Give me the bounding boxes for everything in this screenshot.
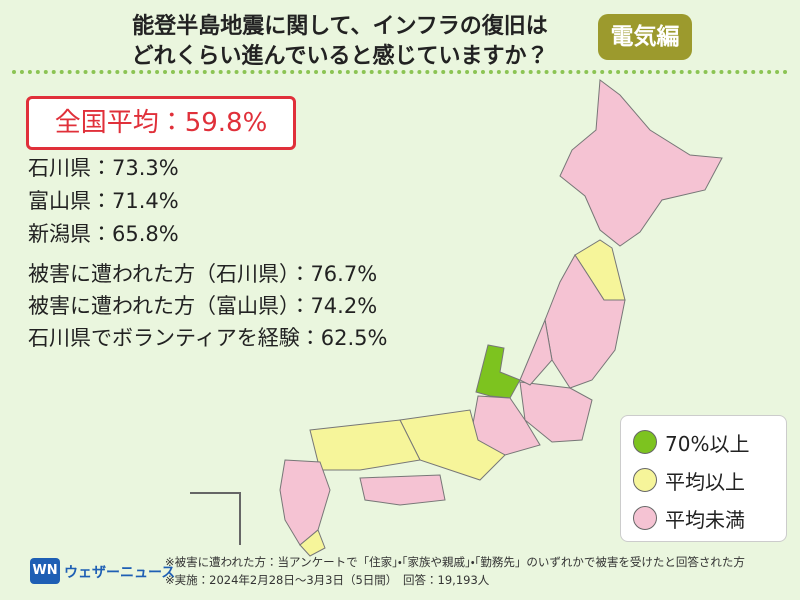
- legend-swatch: [633, 468, 657, 492]
- result: 石川県でボランティアを経験：62.5%: [28, 326, 388, 350]
- shikoku: [359, 474, 446, 506]
- niigata: [519, 318, 553, 386]
- logo-text: ウェザーニュース: [64, 565, 176, 581]
- national-average: 全国平均：59.8%: [26, 96, 296, 150]
- divider: [12, 70, 788, 74]
- result: 石川県：73.3%: [28, 156, 179, 180]
- legend-label: 平均未満: [665, 508, 745, 532]
- footnote: ※実施：2024年2月28日〜3月3日（5日間） 回答：19,193人: [165, 573, 490, 587]
- kagoshima: [299, 529, 326, 557]
- inset-frame: [190, 492, 241, 545]
- result: 富山県：71.4%: [28, 189, 179, 213]
- title-line: 能登半島地震に関して、インフラの復旧は: [132, 14, 548, 39]
- ishikawa-toyama: [475, 344, 521, 399]
- tohoku: [544, 254, 626, 389]
- logo-icon: WN: [30, 558, 60, 584]
- result: 被害に遭われた方（富山県）：74.2%: [28, 294, 378, 318]
- legend-label: 平均以上: [665, 470, 745, 494]
- result: 新潟県：65.8%: [28, 222, 179, 246]
- footnote: ※被害に遭われた方：当アンケートで「住家」・「家族や親戚」・「勤務先」のいずれか…: [165, 555, 745, 569]
- kinki: [399, 409, 506, 481]
- hokkaido: [559, 79, 723, 247]
- legend: 70%以上 平均以上 平均未満: [620, 415, 787, 542]
- chugoku: [309, 419, 421, 471]
- badge: 電気編: [598, 14, 692, 60]
- legend-swatch: [633, 506, 657, 530]
- legend-swatch: [633, 430, 657, 454]
- kyushu: [279, 459, 331, 546]
- title-line: どれくらい進んでいると感じていますか？: [131, 44, 549, 69]
- legend-label: 70%以上: [665, 432, 750, 456]
- result: 被害に遭われた方（石川県）：76.7%: [28, 262, 378, 286]
